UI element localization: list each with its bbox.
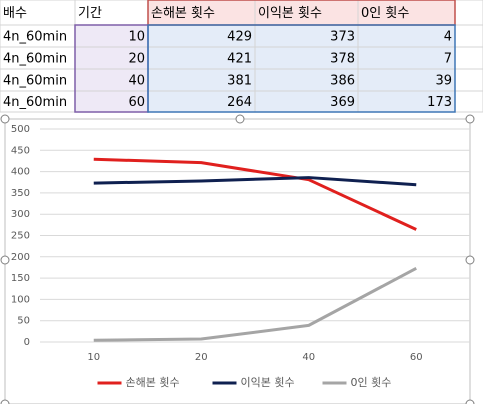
y-tick-label: 250 — [11, 231, 30, 242]
cell-text: 4n_60min — [3, 52, 67, 67]
selection-fill — [148, 0, 455, 25]
x-tick-label: 40 — [302, 352, 315, 363]
chart: 0 50 100 150 200 250 300 350 400 450 500 10 20 40 60 손해… — [0, 114, 475, 404]
cell-text: 381 — [227, 74, 252, 89]
legend-label: 손해본 횟수 — [126, 375, 180, 389]
cell-text: 386 — [330, 74, 355, 89]
x-tick-label: 60 — [410, 352, 423, 363]
series-line — [93, 266, 417, 342]
cell-text: 20 — [128, 52, 145, 67]
resize-handle — [465, 114, 475, 124]
cell-text: 40 — [128, 74, 145, 89]
series-line — [93, 176, 417, 187]
resize-handle — [235, 114, 245, 124]
cell-text: 배수 — [3, 6, 27, 21]
cell-text: 10 — [128, 30, 145, 45]
y-tick-label: 200 — [11, 252, 30, 263]
chart-area[interactable] — [4, 118, 471, 404]
y-tick-label: 450 — [11, 145, 30, 156]
cell-text: 264 — [227, 95, 252, 110]
cell-text: 이익본 횟수 — [258, 6, 322, 21]
y-tick-label: 0 — [24, 337, 30, 348]
cell-text: 373 — [330, 30, 355, 45]
cell-text: 60 — [128, 95, 145, 110]
resize-handle — [465, 399, 475, 404]
series-line — [93, 157, 417, 231]
resize-handle — [465, 255, 475, 265]
selection-border — [147, 24, 456, 113]
resize-handle — [0, 255, 10, 265]
y-tick-label: 50 — [17, 316, 30, 327]
cell-text: 4n_60min — [3, 30, 67, 45]
cell-text: 39 — [435, 74, 452, 89]
y-tick-label: 400 — [11, 167, 30, 178]
legend-label: 0인 횟수 — [351, 376, 392, 389]
cell-text: 421 — [227, 52, 252, 67]
y-tick-label: 500 — [11, 124, 30, 135]
y-tick-label: 150 — [11, 273, 30, 284]
x-tick-label: 10 — [87, 352, 100, 363]
cell-text: 173 — [427, 95, 452, 110]
resize-handle — [0, 399, 10, 404]
resize-handle — [0, 114, 10, 124]
y-tick-label: 300 — [11, 209, 30, 220]
cell-text: 378 — [330, 52, 355, 67]
cell-text: 4 — [444, 30, 452, 45]
y-tick-label: 100 — [11, 294, 30, 305]
y-tick-label: 350 — [11, 188, 30, 199]
legend-label: 이익본 횟수 — [241, 376, 295, 389]
cell-text: 4n_60min — [3, 74, 67, 89]
cell-text: 기간 — [78, 6, 102, 21]
cell-text: 429 — [227, 30, 252, 45]
x-tick-label: 20 — [195, 352, 208, 363]
sheet: 배수 기간 손해본 횟수 이익본 횟수 0인 횟수 4n_60min 10 429 373 4 4n… — [0, 0, 483, 113]
cell-text: 손해본 횟수 — [151, 6, 215, 21]
cell-text: 4n_60min — [3, 95, 67, 110]
cell-text: 0인 횟수 — [361, 6, 409, 21]
cell-text: 7 — [444, 52, 452, 67]
cell-text: 369 — [330, 95, 355, 110]
